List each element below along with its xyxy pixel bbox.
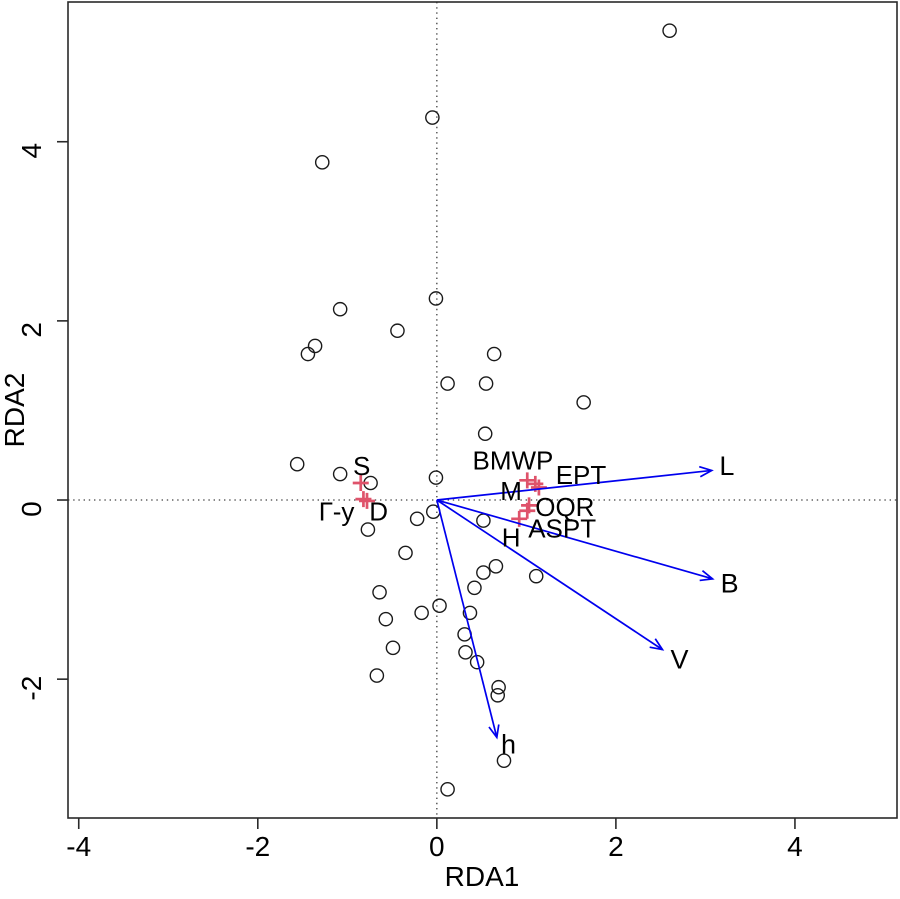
site-point (476, 513, 491, 528)
site-point (477, 426, 493, 442)
site-point (432, 598, 447, 614)
site-point (425, 110, 440, 125)
site-point (488, 559, 504, 574)
species-cross-Г-у (355, 491, 372, 508)
biplot-arrowhead-L (698, 465, 714, 478)
site-point (332, 466, 348, 482)
site-point (486, 346, 502, 362)
biplot-arrow-L (436, 469, 712, 501)
site-point (458, 644, 473, 660)
plot-frame (67, 1, 898, 819)
x-axis-tick-label: 4 (787, 831, 803, 862)
biplot-arrow-h (436, 499, 498, 738)
biplot-arrow-V (436, 499, 663, 651)
species-label-M: M (500, 476, 522, 506)
site-point (467, 580, 482, 596)
site-point (378, 611, 394, 627)
vector-label-V: V (670, 644, 688, 674)
site-point (440, 376, 455, 391)
y-axis-tick-label: -2 (16, 676, 47, 701)
species-label-EPT: EPT (556, 460, 607, 490)
vector-label-L: L (719, 451, 734, 481)
site-point (462, 605, 478, 621)
site-point (314, 155, 330, 170)
y-axis-tick-label: 0 (16, 501, 47, 517)
x-axis-tick-label: -4 (66, 831, 91, 862)
x-axis-label: RDA1 (445, 861, 520, 892)
biplot-arrowhead-B (699, 570, 715, 582)
site-point (289, 456, 305, 472)
site-point (476, 565, 491, 580)
x-axis-tick-label: 2 (608, 831, 624, 862)
site-point (496, 753, 512, 768)
y-axis-tick-label: 2 (16, 322, 47, 338)
y-axis-label: RDA2 (0, 373, 30, 448)
site-point (491, 679, 506, 695)
site-point (428, 291, 444, 306)
species-cross-S (352, 475, 369, 492)
site-point (300, 346, 316, 362)
vector-label-h: h (501, 730, 516, 760)
site-point (385, 640, 401, 656)
biplot-arrowhead-V (649, 638, 665, 651)
site-point (409, 511, 425, 527)
site-point (428, 470, 444, 485)
species-label-S: S (353, 451, 370, 481)
site-point (490, 687, 506, 703)
site-point (332, 301, 348, 317)
site-point (478, 376, 494, 391)
biplot-arrowhead-h (488, 724, 500, 740)
species-cross-BMWP (519, 472, 536, 489)
x-axis-tick-label: -2 (245, 831, 270, 862)
x-axis-tick-label: 0 (429, 831, 445, 862)
site-point (469, 654, 485, 670)
site-point (307, 338, 323, 354)
site-point (662, 23, 677, 38)
site-point (576, 395, 591, 410)
site-point (390, 323, 405, 339)
y-axis-tick-label: 4 (16, 143, 47, 159)
site-point (360, 522, 376, 537)
site-point (440, 782, 455, 797)
site-point (398, 545, 413, 561)
species-label-ASPT: ASPT (528, 514, 596, 544)
species-cross-D (359, 492, 376, 509)
species-label-OQR: OQR (535, 492, 594, 522)
site-point (369, 668, 385, 683)
site-point (372, 584, 387, 600)
species-label-D: D (369, 497, 388, 527)
species-cross-ASPT (519, 502, 536, 519)
species-cross-M (530, 479, 547, 496)
vector-label-B: B (721, 568, 739, 598)
site-point (528, 568, 544, 584)
species-label-Г-у: Г-у (319, 497, 355, 527)
species-label-H: H (502, 523, 521, 553)
site-point (414, 605, 429, 621)
biplot-arrow-B (436, 499, 713, 580)
species-label-BMWP: BMWP (472, 446, 553, 476)
